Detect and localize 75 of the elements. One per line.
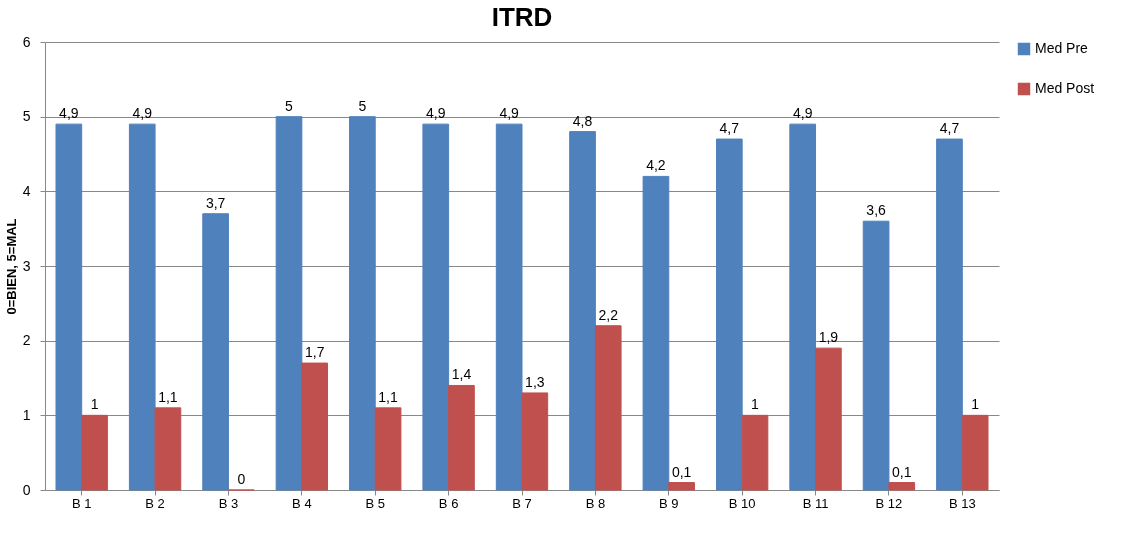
y-axis-title: 0=BIEN, 5=MAL	[3, 218, 19, 315]
data-label: 4,2	[646, 157, 666, 174]
x-tick-label: B 6	[438, 495, 459, 511]
x-tick-label: B 4	[292, 495, 312, 511]
x-tick-label: B 8	[585, 495, 606, 511]
x-tick-label: B 2	[145, 495, 165, 511]
x-tick-label: B 12	[875, 495, 903, 511]
data-label: 1	[90, 396, 99, 413]
data-label: 1,1	[158, 388, 178, 405]
data-label: 1,4	[451, 366, 472, 383]
bar	[81, 414, 108, 491]
data-label: 0	[237, 471, 246, 487]
bar	[642, 175, 670, 491]
bar	[594, 325, 622, 491]
data-label: 4,9	[426, 105, 446, 122]
bar	[668, 482, 695, 491]
bar	[448, 384, 475, 491]
bar	[936, 138, 963, 491]
bar	[815, 347, 842, 491]
data-label: 4,9	[792, 105, 813, 122]
y-tick-label: 6	[22, 33, 31, 50]
data-label: 5	[358, 97, 367, 114]
y-tick-label: 0	[22, 481, 31, 498]
bar	[275, 116, 303, 491]
y-tick-label: 2	[22, 332, 31, 349]
bar	[422, 123, 450, 491]
data-label: 0,1	[892, 463, 912, 480]
data-label: 4,9	[59, 105, 79, 122]
bar	[715, 138, 743, 491]
y-tick-label: 1	[22, 406, 31, 423]
chart-title: ITRD	[491, 2, 553, 32]
legend-label: Med Pre	[1035, 40, 1089, 56]
data-label: 4,7	[719, 120, 740, 137]
bar	[495, 123, 523, 491]
bar	[349, 116, 376, 491]
bar	[374, 407, 402, 491]
bar	[789, 123, 817, 491]
data-label: 4,7	[939, 120, 960, 137]
data-label: 4,8	[572, 112, 593, 129]
data-label: 0,1	[671, 463, 692, 480]
y-tick-label: 5	[22, 108, 31, 125]
data-label: 1	[971, 396, 980, 413]
bar	[202, 213, 229, 491]
x-tick-label: B 5	[365, 495, 385, 511]
data-label: 2,2	[598, 306, 619, 323]
bar	[128, 123, 156, 491]
data-label: 4,9	[132, 105, 153, 122]
data-label: 4,9	[499, 105, 520, 122]
data-label: 1,9	[818, 329, 839, 346]
x-tick-label: B 11	[802, 495, 829, 511]
data-label: 1,3	[525, 373, 545, 390]
bar	[521, 392, 549, 491]
x-tick-label: B 13	[948, 495, 976, 511]
x-tick-label: B 3	[218, 495, 239, 511]
data-label: 1,7	[304, 344, 325, 361]
y-tick-label: 3	[22, 257, 31, 274]
bar	[961, 414, 989, 491]
data-label: 5	[285, 97, 294, 114]
bar	[154, 407, 182, 491]
bar	[862, 220, 890, 491]
bar	[55, 123, 83, 491]
y-tick-label: 4	[22, 182, 31, 199]
x-tick-label: B 7	[512, 495, 532, 511]
x-tick-label: B 10	[728, 495, 756, 511]
data-label: 1	[751, 396, 760, 413]
bar	[569, 131, 596, 491]
data-label: 3,7	[205, 194, 226, 211]
x-tick-label: B 9	[659, 495, 679, 511]
x-tick-label: B 1	[71, 495, 92, 511]
data-label: 1,1	[378, 388, 399, 405]
legend-label: Med Post	[1035, 80, 1095, 96]
bar	[888, 482, 916, 491]
bar	[301, 362, 329, 491]
bar	[741, 414, 769, 491]
data-label: 3,6	[866, 202, 887, 219]
